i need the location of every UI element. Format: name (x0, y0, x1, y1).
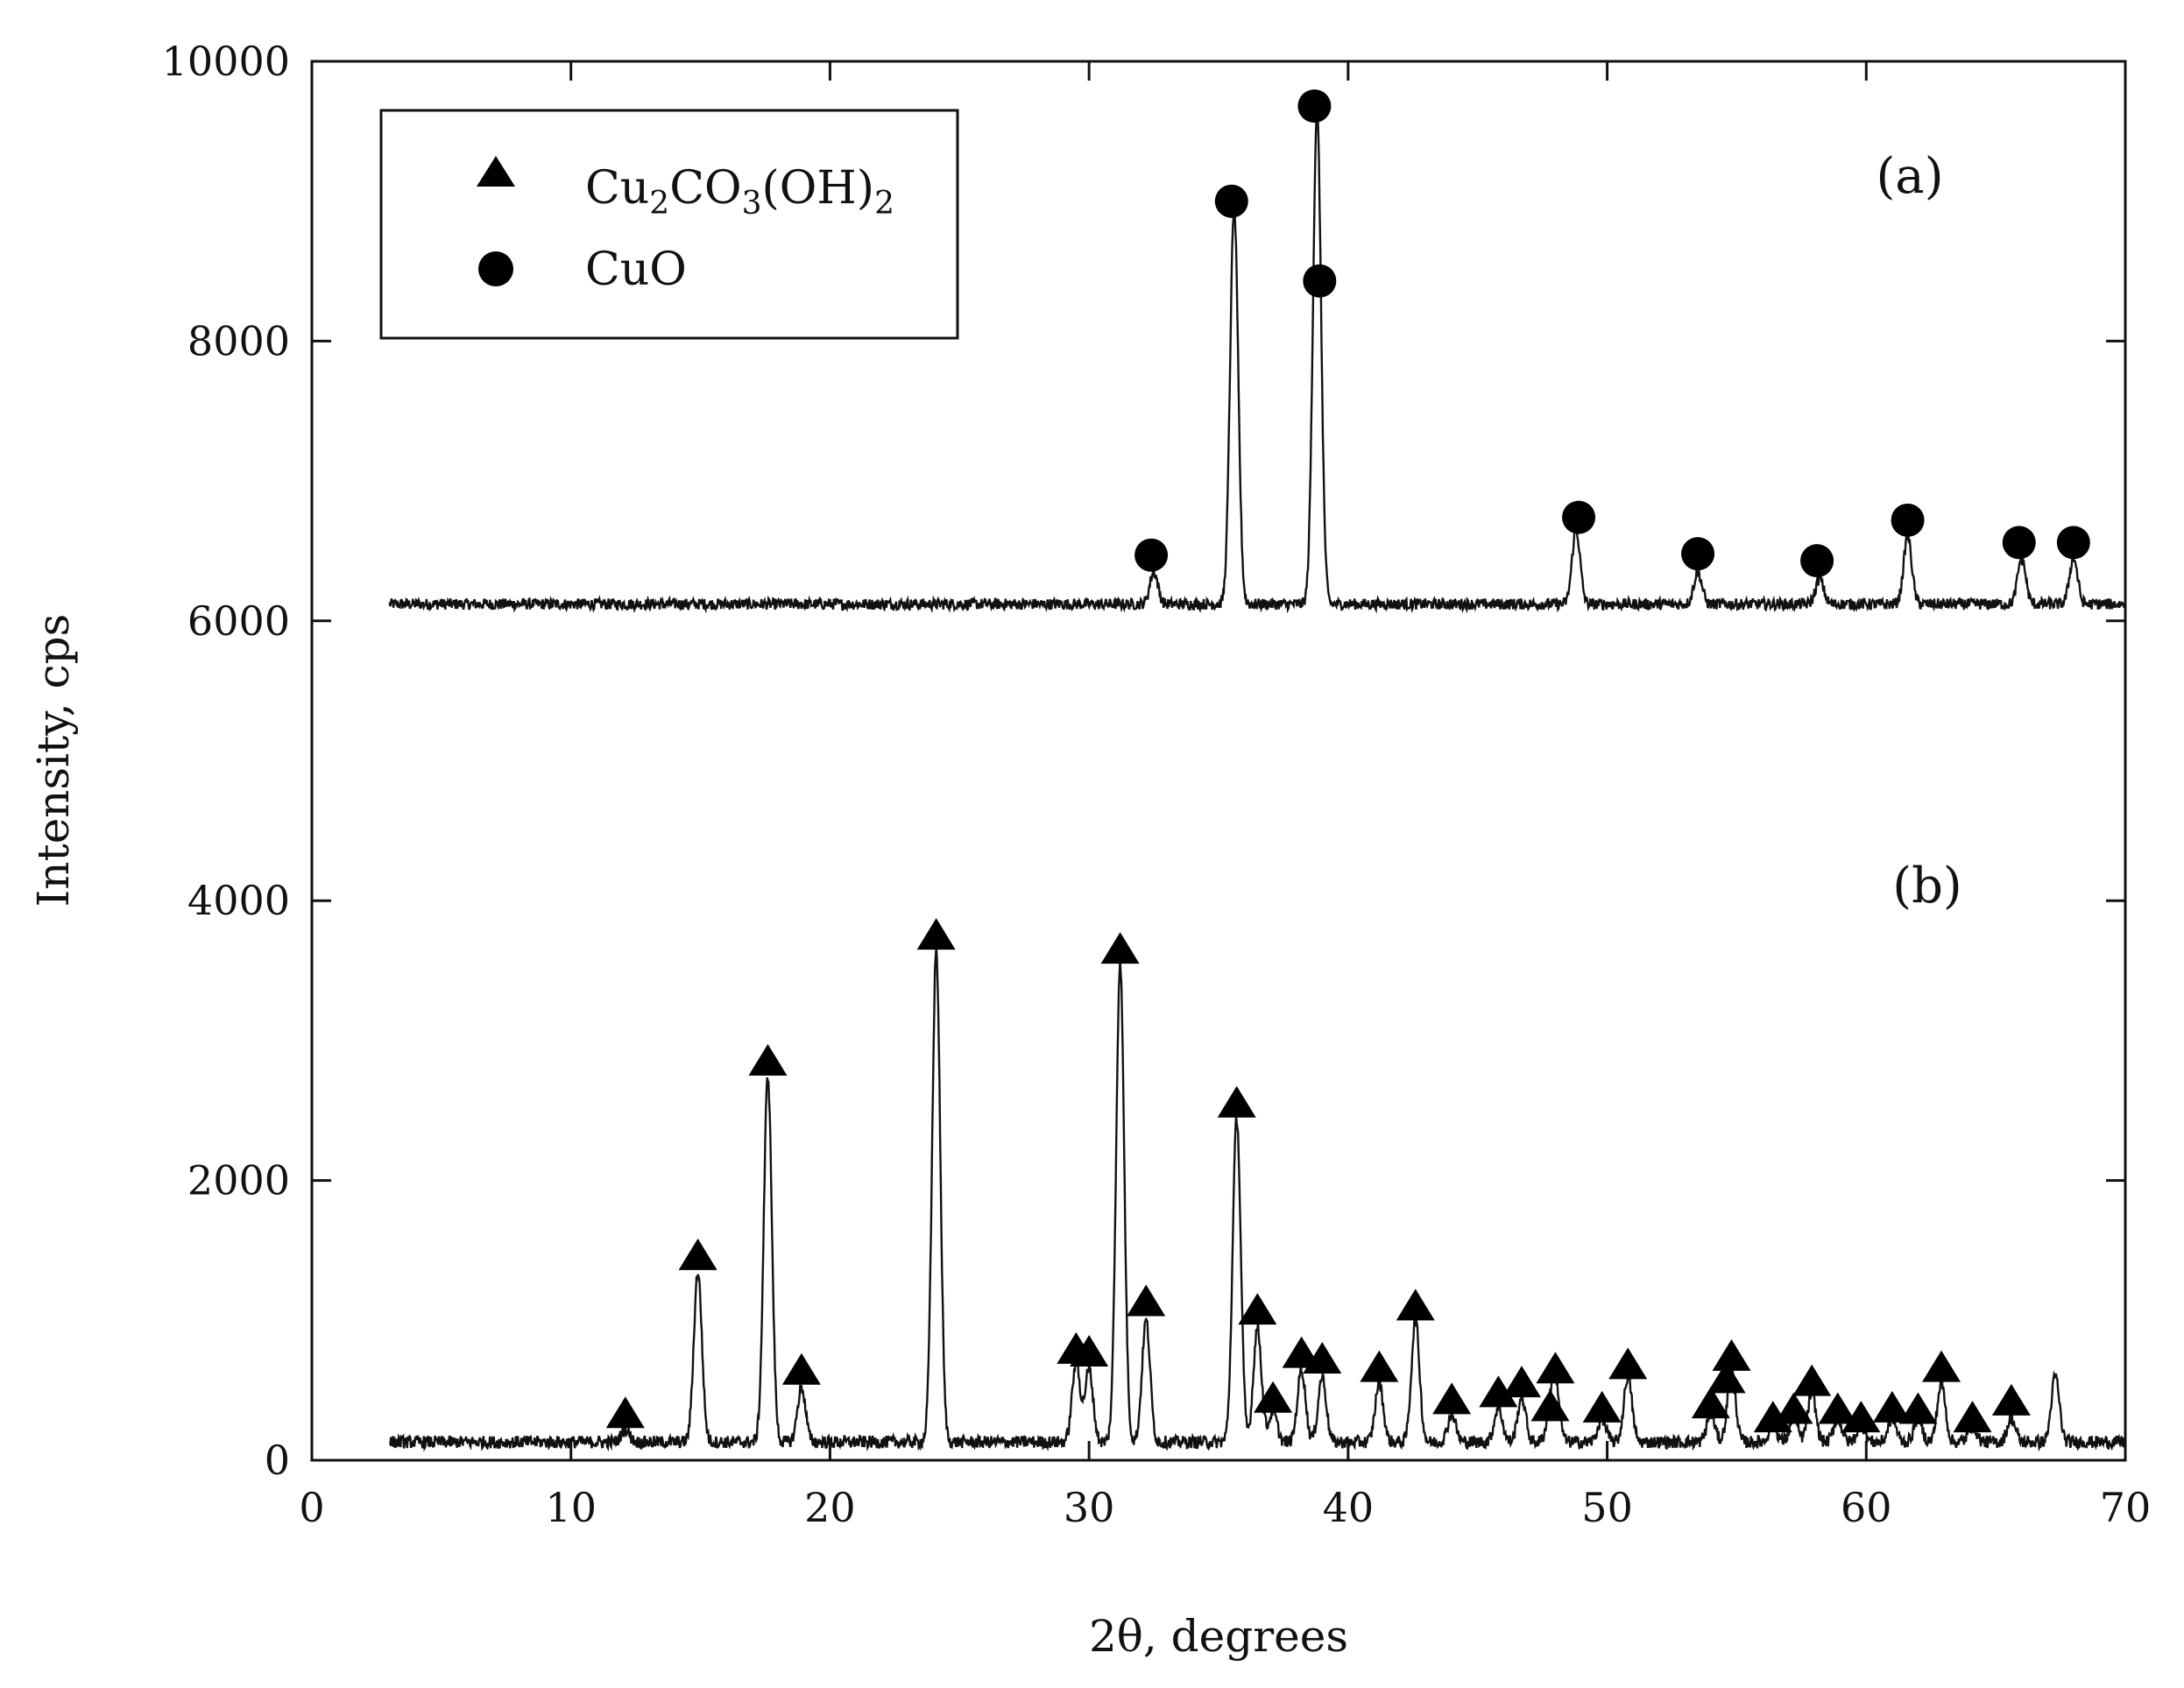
cu2co3oh2-peak-marker (605, 1396, 645, 1429)
cu2co3oh2-peak-marker (1127, 1284, 1166, 1317)
cu2co3oh2-peak-marker (1479, 1375, 1518, 1408)
cu2co3oh2-peak-marker (1898, 1392, 1938, 1424)
y-tick-label: 2000 (187, 1157, 290, 1204)
cu2co3oh2-peak-marker (1872, 1390, 1912, 1423)
cu2co3oh2-peak-marker (1991, 1383, 2031, 1416)
cu2co3oh2-peak-marker (748, 1043, 788, 1076)
cu2co3oh2-peak-marker (1282, 1336, 1321, 1368)
legend-circle-icon (478, 251, 513, 286)
legend-label-cu2co3oh2: Cu2CO3(OH)2 (585, 162, 894, 222)
cuo-peak-marker (1562, 500, 1596, 534)
cu2co3oh2-peak-marker (1691, 1387, 1730, 1419)
x-tick-label: 10 (545, 1484, 597, 1531)
cuo-peak-marker (2002, 526, 2036, 560)
legend-formula-part: Cu (585, 162, 649, 215)
cu2co3oh2-peak-marker (1070, 1335, 1109, 1367)
x-tick-label: 50 (1581, 1484, 1633, 1531)
legend-formula-subscript: 2 (649, 186, 669, 222)
legend-label-cuo: CuO (585, 244, 687, 296)
legend-formula-subscript: 2 (874, 186, 894, 222)
x-tick-label: 20 (804, 1484, 856, 1531)
x-tick-label: 70 (2100, 1484, 2152, 1531)
series-a (388, 107, 2127, 614)
x-tick-label: 30 (1064, 1484, 1115, 1531)
cu2co3oh2-peak-marker (1753, 1401, 1792, 1433)
legend-formula-part: CO (669, 162, 741, 215)
x-tick-label: 0 (299, 1484, 324, 1531)
cuo-peak-marker (1800, 544, 1834, 578)
y-tick-label: 6000 (187, 597, 290, 645)
cu2co3oh2-peak-marker (1582, 1390, 1622, 1423)
cu2co3oh2-peak-marker (678, 1238, 717, 1270)
legend-formula-subscript: 3 (742, 186, 762, 222)
cu2co3oh2-peak-marker (916, 918, 956, 950)
cu2co3oh2-peak-marker (1100, 932, 1140, 964)
legend: Cu2CO3(OH)2 CuO (379, 109, 959, 340)
plot-frame (310, 60, 2127, 1462)
cuo-peak-marker (1214, 184, 1248, 218)
cu2co3oh2-peak-marker (1502, 1366, 1541, 1398)
y-tick-label: 4000 (187, 877, 290, 924)
legend-box (379, 109, 959, 340)
cu2co3oh2-peak-marker (1254, 1381, 1293, 1413)
cu2co3oh2-peak-marker (781, 1353, 821, 1385)
cu2co3oh2-peak-marker (1953, 1401, 1992, 1433)
cu2co3oh2-peak-marker (1774, 1392, 1813, 1424)
cuo-peak-marker (1681, 537, 1715, 571)
cu2co3oh2-peak-marker (1360, 1350, 1399, 1382)
cuo-peak-marker (1134, 538, 1169, 572)
y-tick-label: 8000 (187, 317, 290, 364)
cu2co3oh2-peak-marker (1432, 1382, 1472, 1415)
cu2co3oh2-peak-marker (1217, 1085, 1256, 1118)
x-tick-label: 40 (1323, 1484, 1375, 1531)
marker-layer (605, 89, 2090, 1433)
panel-label-a: (a) (1876, 148, 1943, 205)
y-tick-label: 0 (265, 1437, 290, 1484)
legend-triangle-icon (477, 156, 515, 187)
y-axis: 0 2000 4000 6000 8000 10000 (162, 38, 2125, 1484)
cu2co3oh2-peak-marker (1818, 1392, 1857, 1424)
cu2co3oh2-peak-marker (1712, 1338, 1751, 1371)
cu2co3oh2-peak-marker (1792, 1364, 1832, 1396)
cu2co3oh2-peak-marker (1707, 1361, 1746, 1394)
cu2co3oh2-peak-marker (1303, 1342, 1342, 1374)
cu2co3oh2-peak-marker (1841, 1401, 1881, 1433)
x-axis-title: 2θ, degrees (1089, 1611, 1348, 1662)
cu2co3oh2-peak-marker (1608, 1347, 1648, 1380)
cu2co3oh2-peak-marker (1530, 1389, 1570, 1422)
cu2co3oh2-peak-marker (1238, 1293, 1277, 1325)
cu2co3oh2-peak-marker (1922, 1350, 1961, 1382)
y-tick-label: 10000 (162, 38, 290, 85)
cu2co3oh2-peak-marker (1396, 1289, 1435, 1321)
cuo-peak-marker (2056, 526, 2090, 560)
cuo-peak-marker (1297, 89, 1332, 124)
legend-formula-part: (OH) (762, 162, 875, 215)
x-axis: 0 10 20 30 40 50 60 70 (299, 61, 2151, 1531)
panel-label-b: (b) (1892, 858, 1962, 915)
y-axis-title: Intensity, cps (28, 614, 79, 908)
x-tick-label: 60 (1841, 1484, 1892, 1531)
cu2co3oh2-peak-marker (1536, 1352, 1575, 1384)
diffraction-pattern-line (388, 107, 2127, 614)
cuo-peak-marker (1891, 503, 1925, 537)
cuo-peak-marker (1303, 264, 1337, 298)
